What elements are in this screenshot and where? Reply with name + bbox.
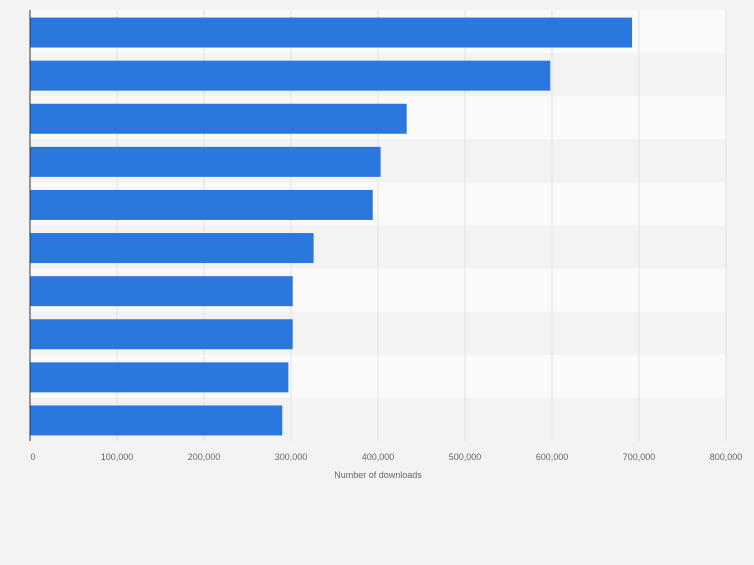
x-axis-label: Number of downloads xyxy=(334,470,422,480)
x-tick-label: 700,000 xyxy=(623,452,656,462)
bar[interactable] xyxy=(30,146,381,177)
x-tick-labels: 0 100,000 200,000 300,000 400,000 500,000 600,… xyxy=(30,452,742,462)
x-tick-label: 300,000 xyxy=(275,452,308,462)
bar[interactable] xyxy=(30,319,293,350)
x-tick-label: 200,000 xyxy=(188,452,221,462)
bars xyxy=(30,17,633,436)
x-tick-label: 400,000 xyxy=(362,452,395,462)
bar[interactable] xyxy=(30,362,289,393)
bar[interactable] xyxy=(30,17,633,48)
bar[interactable] xyxy=(30,233,314,264)
bar[interactable] xyxy=(30,189,373,220)
x-tick-label: 500,000 xyxy=(449,452,482,462)
x-tick-label: 0 xyxy=(30,452,35,462)
bar[interactable] xyxy=(30,276,293,307)
x-tick-label: 800,000 xyxy=(710,452,743,462)
bar[interactable] xyxy=(30,60,551,91)
x-tick-label: 600,000 xyxy=(536,452,569,462)
bar[interactable] xyxy=(30,405,283,436)
x-tick-label: 100,000 xyxy=(101,452,134,462)
bar[interactable] xyxy=(30,103,407,134)
